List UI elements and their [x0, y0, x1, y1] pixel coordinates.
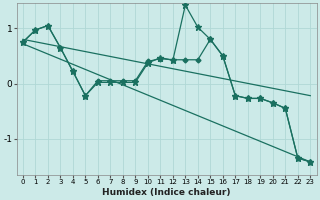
X-axis label: Humidex (Indice chaleur): Humidex (Indice chaleur): [102, 188, 231, 197]
